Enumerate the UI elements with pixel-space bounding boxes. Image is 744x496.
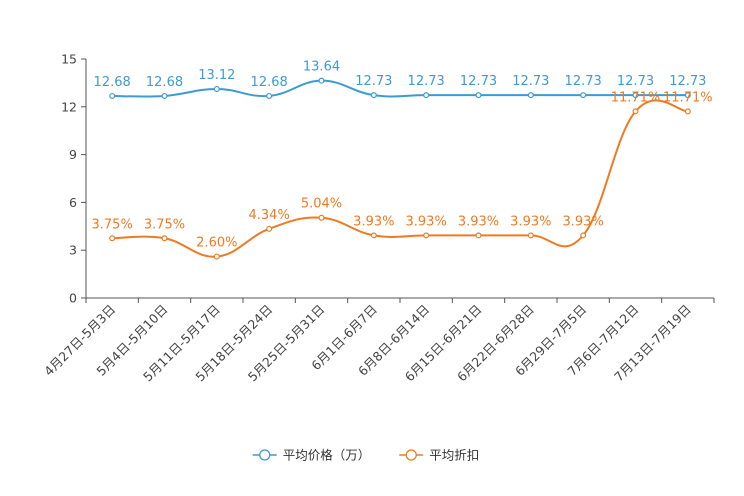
series-1-point [527,92,534,99]
series-2-data-label: 3.75% [92,217,133,232]
series-2-data-label: 3.93% [510,214,551,229]
series-1-data-label: 12.73 [355,74,392,89]
series-1-data-label: 12.73 [565,74,602,89]
series-1-point [423,92,430,99]
series-2-data-label: 3.75% [144,217,185,232]
legend-marker-2 [405,449,417,461]
series-2-point [318,214,325,221]
series-2-data-label: 3.93% [406,214,447,229]
series-1-point [580,92,587,99]
series-1-point [632,92,639,99]
y-tick-label: 15 [61,52,77,67]
series-2-data-label: 11.71% [663,90,713,105]
series-1-point [161,92,168,99]
series-1-data-label: 12.73 [512,74,549,89]
series-1-data-label: 12.73 [617,74,654,89]
series-1-point [475,92,482,99]
series-2-point [161,235,168,242]
series-1-data-label: 13.64 [303,60,340,75]
y-tick-label: 3 [69,243,77,258]
series-1-point [684,92,691,99]
legend-label-1: 平均价格（万） [283,448,371,463]
series-1-data-label: 12.68 [94,75,131,90]
series-layer [109,77,691,260]
series-2-data-label: 3.93% [563,214,604,229]
series-2-point [527,232,534,239]
series-2-point [370,232,377,239]
series-2-data-label: 3.93% [458,214,499,229]
series-2-point [266,225,273,232]
series-2-data-label: 5.04% [301,197,342,212]
series-2-data-label: 3.93% [353,214,394,229]
y-tick-label: 6 [69,195,77,210]
series-2-data-label: 4.34% [249,208,290,223]
series-1-data-label: 12.68 [251,75,288,90]
series-1-point [370,92,377,99]
series-line-2 [112,99,689,258]
series-2-point [423,232,430,239]
series-2-data-label: 11.71% [611,90,661,105]
series-1-data-label: 12.73 [408,74,445,89]
legend-marker-1 [259,449,271,461]
y-tick-label: 0 [69,291,77,306]
series-2-point [475,232,482,239]
series-2-point [580,232,587,239]
series-2-point [213,253,220,260]
series-2-point [684,108,691,115]
y-tick-label: 12 [61,99,77,114]
series-1-point [318,77,325,84]
series-1-data-label: 12.73 [669,74,706,89]
series-1-point [213,85,220,92]
data-labels: 12.68 12.68 13.12 12.68 13.64 12.73 12.73 12.73… [92,60,713,251]
series-2-point [109,235,116,242]
series-1-data-label: 12.68 [146,75,183,90]
series-2-data-label: 2.60% [196,236,237,251]
y-tick-label: 9 [69,147,77,162]
series-line-1 [112,79,688,98]
series-1-point [266,92,273,99]
series-1-data-label: 12.73 [460,74,497,89]
legend: 平均价格（万） 平均折扣 [252,448,479,463]
series-2-point [632,108,639,115]
legend-label-2: 平均折扣 [429,448,479,463]
series-1-data-label: 13.12 [198,68,235,83]
series-1-point [109,92,116,99]
